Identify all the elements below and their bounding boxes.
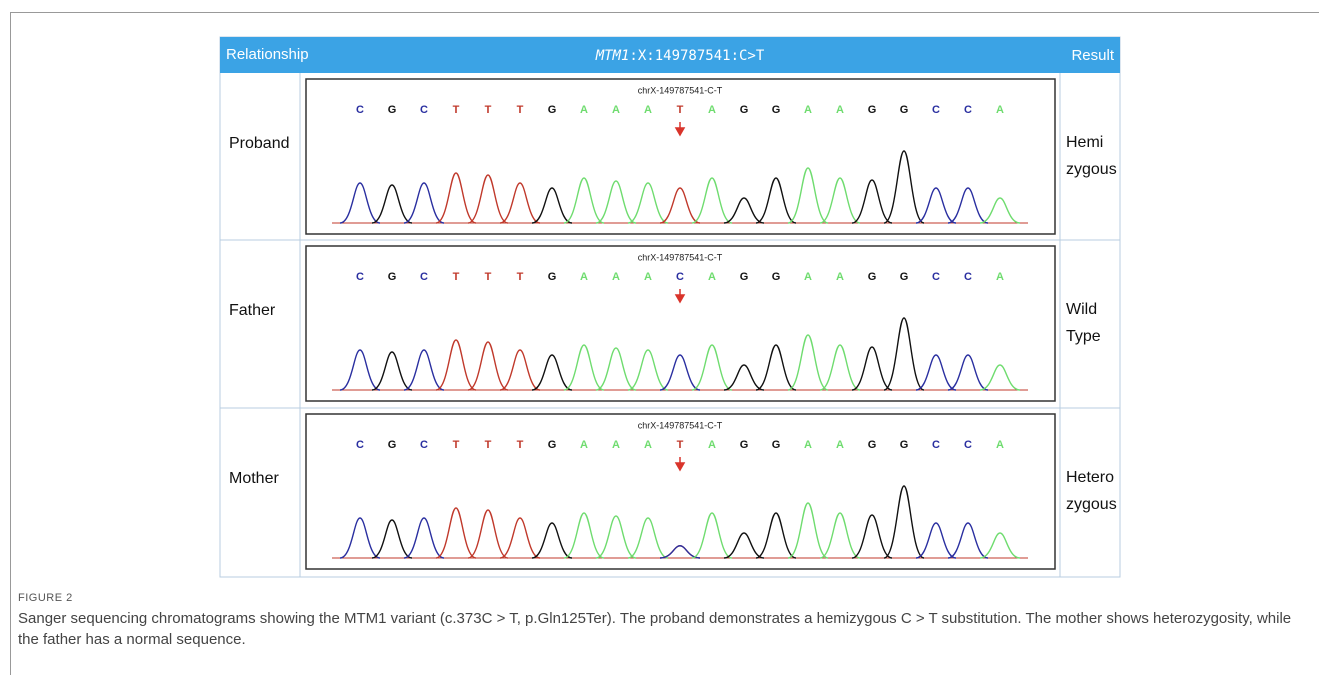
base-call: T (485, 439, 492, 451)
base-call: T (485, 271, 492, 283)
base-call: C (356, 271, 364, 283)
base-call: G (548, 271, 557, 283)
base-call: A (996, 271, 1004, 283)
base-call: G (772, 104, 781, 116)
base-call: C (964, 271, 972, 283)
base-call: A (580, 271, 588, 283)
base-call: C (356, 439, 364, 451)
caption: FIGURE 2 Sanger sequencing chromatograms… (18, 592, 1308, 650)
base-call: G (772, 439, 781, 451)
base-call: G (900, 439, 909, 451)
base-call: A (804, 439, 812, 451)
base-call: T (453, 439, 460, 451)
base-call: G (868, 104, 877, 116)
base-call: A (708, 104, 716, 116)
header-variant: MTM1:X:149787541:C>T (595, 48, 765, 64)
base-call: T (485, 104, 492, 116)
base-call: C (932, 271, 940, 283)
base-call: G (740, 439, 749, 451)
base-call: G (740, 104, 749, 116)
result: zygous (1066, 496, 1117, 513)
base-call: T (517, 104, 524, 116)
base-call: T (677, 104, 684, 116)
trace-label: chrX-149787541-C-T (638, 85, 723, 95)
base-call: T (517, 439, 524, 451)
base-call: T (453, 104, 460, 116)
result: zygous (1066, 161, 1117, 178)
relationship: Mother (229, 470, 279, 487)
base-call: G (772, 271, 781, 283)
base-call: G (388, 104, 397, 116)
trace-label: chrX-149787541-C-T (638, 252, 723, 262)
base-call: G (388, 439, 397, 451)
base-call: A (612, 439, 620, 451)
base-call: A (996, 104, 1004, 116)
base-call: G (548, 439, 557, 451)
gene-name: MTM1 (595, 48, 630, 64)
base-call: T (677, 439, 684, 451)
page: {"header": {"relationship": "Relationshi… (0, 0, 1319, 675)
result: Hetero (1066, 469, 1114, 486)
relationship: Proband (229, 135, 290, 152)
header-result: Result (1071, 47, 1114, 64)
base-call: C (932, 439, 940, 451)
base-call: A (708, 271, 716, 283)
base-call: C (932, 104, 940, 116)
base-call: G (900, 271, 909, 283)
base-call: G (740, 271, 749, 283)
chromatogram-box (306, 246, 1055, 401)
base-call: A (612, 271, 620, 283)
header-relationship: Relationship (226, 46, 309, 63)
chromatogram-box (306, 79, 1055, 234)
base-call: G (868, 271, 877, 283)
base-call: G (548, 104, 557, 116)
base-call: A (612, 104, 620, 116)
base-call: G (868, 439, 877, 451)
base-call: C (420, 439, 428, 451)
caption-label: FIGURE 2 (18, 592, 1308, 604)
base-call: A (644, 104, 652, 116)
result: Wild (1066, 301, 1097, 318)
trace-label: chrX-149787541-C-T (638, 420, 723, 430)
base-call: A (836, 104, 844, 116)
base-call: A (644, 271, 652, 283)
base-call: A (804, 104, 812, 116)
caption-text: Sanger sequencing chromatograms showing … (18, 608, 1308, 650)
base-call: C (964, 104, 972, 116)
base-call: C (420, 271, 428, 283)
relationship: Father (229, 302, 276, 319)
variant-name: :X:149787541:C>T (629, 48, 764, 64)
base-call: A (580, 104, 588, 116)
base-call: T (453, 271, 460, 283)
base-call: C (420, 104, 428, 116)
base-call: G (388, 271, 397, 283)
base-call: G (900, 104, 909, 116)
figure: Relationship MTM1:X:149787541:C>T Result… (0, 0, 1319, 590)
base-call: C (964, 439, 972, 451)
result: Type (1066, 328, 1101, 345)
base-call: A (708, 439, 716, 451)
base-call: A (836, 271, 844, 283)
base-call: A (804, 271, 812, 283)
base-call: A (644, 439, 652, 451)
result: Hemi (1066, 134, 1103, 151)
base-call: A (836, 439, 844, 451)
base-call: T (517, 271, 524, 283)
base-call: A (996, 439, 1004, 451)
base-call: C (676, 271, 684, 283)
base-call: C (356, 104, 364, 116)
base-call: A (580, 439, 588, 451)
